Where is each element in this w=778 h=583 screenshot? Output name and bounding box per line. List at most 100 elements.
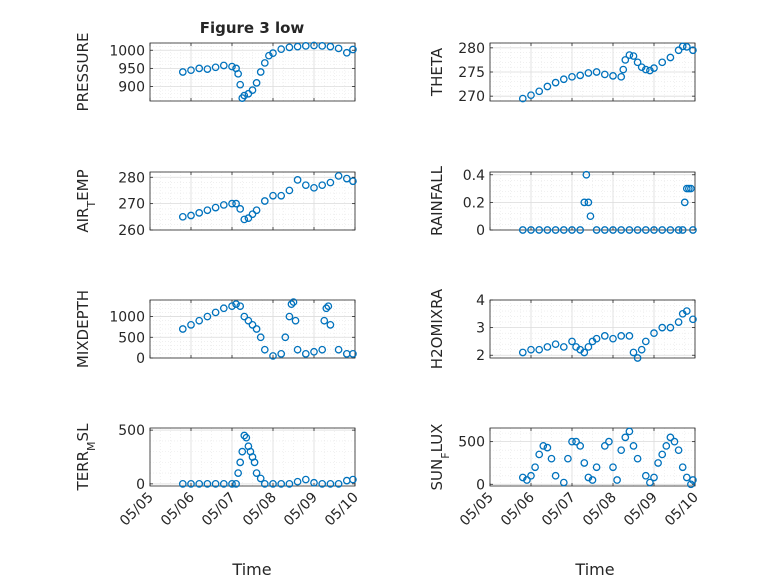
data-point bbox=[203, 65, 212, 73]
data-point bbox=[236, 302, 245, 311]
data-point bbox=[551, 340, 560, 349]
y-tick-label: 270 bbox=[118, 197, 145, 213]
data-point bbox=[621, 433, 630, 442]
data-point bbox=[625, 427, 634, 436]
data-point bbox=[310, 183, 318, 192]
data-point bbox=[178, 212, 187, 221]
y-tick-label: 2 bbox=[476, 348, 485, 364]
y-tick-label: 0 bbox=[136, 477, 145, 493]
data-point bbox=[301, 181, 310, 190]
data-point bbox=[518, 348, 527, 357]
data-point bbox=[682, 473, 691, 482]
data-point bbox=[592, 226, 601, 234]
data-point bbox=[650, 329, 658, 337]
data-point bbox=[269, 352, 277, 360]
data-point bbox=[293, 477, 302, 486]
data-point bbox=[658, 58, 667, 67]
data-point bbox=[242, 433, 251, 442]
data-point bbox=[543, 343, 552, 351]
subplot-terr-msl: 05/05 05/06 05/07 05/08 05/09 05/10 0 500 TERRMS… bbox=[74, 423, 362, 529]
y-tick-label: 1000 bbox=[109, 43, 145, 59]
data-point bbox=[629, 52, 638, 60]
y-tick-label: 500 bbox=[118, 330, 145, 346]
data-point bbox=[600, 332, 609, 340]
data-point bbox=[621, 56, 630, 64]
data-point bbox=[349, 350, 357, 358]
data-point bbox=[178, 325, 187, 333]
y-axis-label: RAINFALL bbox=[428, 165, 446, 236]
data-point bbox=[252, 325, 261, 333]
data-point bbox=[178, 480, 187, 488]
data-point bbox=[641, 471, 650, 480]
data-point bbox=[666, 433, 675, 442]
data-point bbox=[269, 191, 277, 200]
data-point bbox=[687, 480, 695, 489]
data-point bbox=[240, 312, 249, 321]
data-point bbox=[650, 226, 658, 234]
y-tick-label: 0.4 bbox=[463, 168, 485, 184]
y-axis-label: THETA bbox=[428, 47, 446, 97]
axes-box bbox=[149, 171, 356, 231]
data-point bbox=[689, 476, 697, 484]
subplot-sun-flux: 05/05 05/06 05/07 05/08 05/09 05/10 0 500 SUNFLU… bbox=[428, 424, 702, 530]
data-point bbox=[551, 471, 560, 480]
data-point bbox=[662, 442, 671, 450]
y-tick-label: 280 bbox=[118, 170, 145, 186]
data-point bbox=[277, 480, 286, 488]
data-point bbox=[568, 72, 576, 81]
data-point bbox=[518, 226, 527, 234]
data-point bbox=[576, 71, 585, 80]
data-point bbox=[203, 206, 212, 215]
data-point bbox=[310, 478, 318, 487]
data-point bbox=[641, 337, 650, 346]
data-point bbox=[326, 42, 335, 51]
data-point bbox=[232, 199, 240, 208]
data-point bbox=[269, 480, 277, 488]
data-point bbox=[334, 480, 343, 488]
x-axis-label-left: Time bbox=[231, 560, 271, 579]
data-point bbox=[342, 174, 351, 183]
y-tick-label: 0 bbox=[136, 351, 145, 367]
data-point bbox=[252, 79, 261, 87]
y-tick-label: 500 bbox=[458, 435, 485, 451]
data-point bbox=[187, 321, 195, 329]
data-point bbox=[238, 447, 247, 456]
x-tick-label: 05/05 bbox=[457, 490, 497, 530]
data-point bbox=[342, 350, 351, 358]
y-axis-label: TERRMSL bbox=[74, 423, 98, 492]
data-point bbox=[576, 226, 585, 234]
x-tick-label: 05/10 bbox=[662, 490, 702, 530]
data-point bbox=[543, 82, 552, 91]
data-point bbox=[318, 181, 327, 190]
data-point bbox=[203, 312, 212, 321]
data-point bbox=[277, 350, 286, 358]
data-point bbox=[625, 51, 634, 59]
data-point bbox=[334, 44, 343, 53]
data-point bbox=[228, 480, 236, 488]
data-point bbox=[535, 226, 544, 234]
data-point bbox=[666, 226, 675, 234]
data-point bbox=[633, 226, 642, 234]
data-point bbox=[633, 454, 642, 463]
subplot-pressure: 900 950 1000 PRESSURE bbox=[74, 33, 357, 111]
data-point bbox=[248, 321, 257, 329]
data-point bbox=[234, 69, 242, 78]
y-tick-label: 270 bbox=[458, 89, 485, 105]
data-point bbox=[568, 437, 576, 446]
x-tick-label: 05/06 bbox=[158, 489, 198, 529]
x-tick-label: 05/07 bbox=[199, 490, 239, 530]
data-point bbox=[326, 321, 335, 329]
data-point bbox=[629, 442, 638, 450]
data-point bbox=[252, 469, 261, 477]
data-point bbox=[293, 345, 302, 354]
data-point bbox=[559, 226, 568, 234]
data-point bbox=[219, 201, 228, 209]
data-point bbox=[674, 46, 683, 55]
data-point bbox=[219, 304, 228, 313]
data-point bbox=[650, 64, 658, 72]
data-point bbox=[625, 226, 634, 234]
axes-box bbox=[149, 42, 356, 102]
subplot-theta: 270 275 280 THETA bbox=[428, 41, 697, 105]
data-point bbox=[592, 463, 601, 472]
